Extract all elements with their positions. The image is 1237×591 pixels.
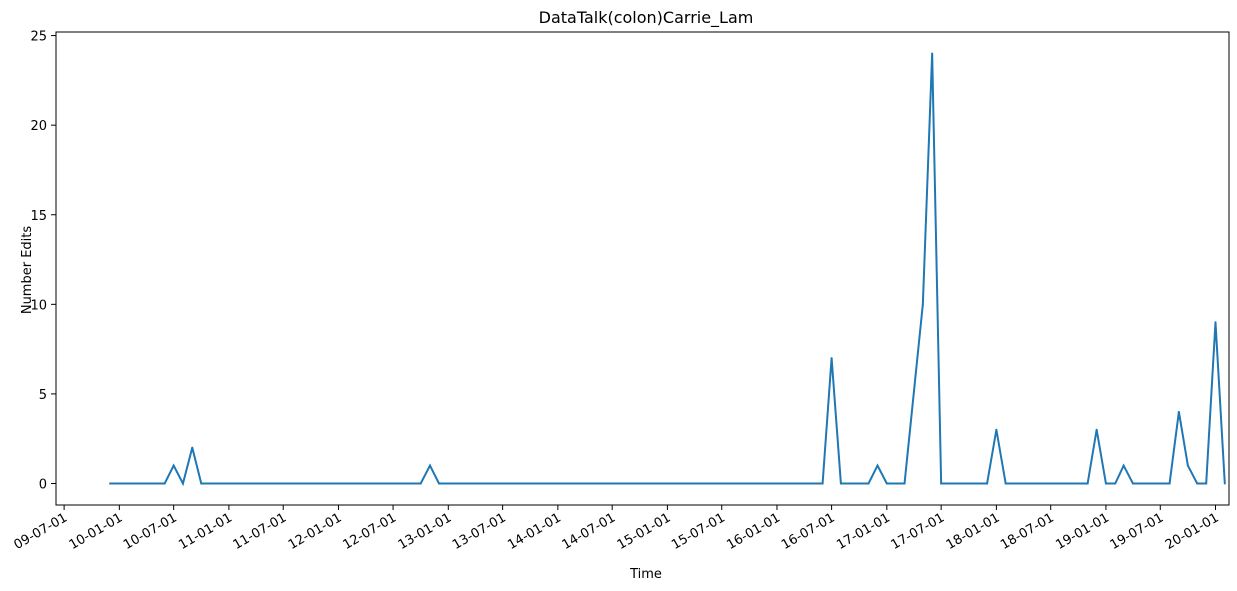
y-tick-label: 25 — [30, 30, 47, 45]
x-tick-label: 17-07-01 — [889, 510, 948, 552]
x-tick-label: 17-01-01 — [834, 510, 893, 552]
data-point — [867, 482, 870, 485]
data-point — [1168, 482, 1171, 485]
data-point — [921, 303, 924, 306]
x-tick-label: 18-01-01 — [944, 510, 1003, 552]
data-point — [172, 464, 175, 467]
x-tick-label: 11-01-01 — [176, 510, 235, 552]
data-point — [1196, 482, 1199, 485]
y-tick-label: 20 — [30, 119, 47, 134]
x-tick-label: 11-07-01 — [231, 510, 290, 552]
x-tick-label: 09-07-01 — [11, 510, 70, 552]
x-tick-label: 14-01-01 — [505, 510, 564, 552]
data-point — [940, 482, 943, 485]
data-point — [986, 482, 989, 485]
data-point — [163, 482, 166, 485]
data-point — [839, 482, 842, 485]
data-point — [419, 482, 422, 485]
data-point — [109, 482, 112, 485]
x-tick-label: 16-07-01 — [779, 510, 838, 552]
x-tick-label: 20-01-01 — [1163, 510, 1222, 552]
x-tick-label: 14-07-01 — [560, 510, 619, 552]
data-point — [1214, 321, 1217, 324]
data-point — [1086, 482, 1089, 485]
data-point — [191, 446, 194, 449]
data-point — [830, 357, 833, 360]
plot-area-frame — [55, 31, 1230, 506]
data-point — [1186, 464, 1189, 467]
x-tick-label: 16-01-01 — [724, 510, 783, 552]
x-tick-label: 12-07-01 — [340, 510, 399, 552]
y-axis-label: Number Edits — [20, 226, 35, 315]
data-point — [1104, 482, 1107, 485]
x-tick-label: 18-07-01 — [998, 510, 1057, 552]
data-point — [876, 464, 879, 467]
data-points — [109, 52, 1226, 485]
data-point — [903, 482, 906, 485]
x-tick-label: 15-01-01 — [615, 510, 674, 552]
data-point — [437, 482, 440, 485]
data-point — [1131, 482, 1134, 485]
x-tick-label: 19-01-01 — [1053, 510, 1112, 552]
x-axis-label: Time — [629, 567, 662, 582]
x-axis-ticks: 09-07-0110-01-0110-07-0111-01-0111-07-01… — [11, 505, 1221, 553]
data-point — [821, 482, 824, 485]
y-tick-label: 10 — [30, 298, 47, 313]
x-tick-label: 12-01-01 — [286, 510, 345, 552]
data-point — [1095, 428, 1098, 431]
y-tick-label: 15 — [30, 209, 47, 224]
y-axis-ticks: 0 5 10 15 20 25 — [30, 30, 56, 493]
data-point — [1122, 464, 1125, 467]
data-point — [885, 482, 888, 485]
data-point — [181, 482, 184, 485]
data-point — [995, 428, 998, 431]
x-tick-label: 15-07-01 — [669, 510, 728, 552]
x-tick-label: 10-01-01 — [67, 510, 126, 552]
data-point — [428, 464, 431, 467]
data-point — [1205, 482, 1208, 485]
chart-title: DataTalk(colon)Carrie_Lam — [539, 8, 754, 28]
data-point — [931, 52, 934, 55]
series-line — [110, 53, 1226, 487]
data-point — [1223, 482, 1226, 485]
data-point — [1004, 482, 1007, 485]
data-point — [200, 482, 203, 485]
data-point — [1114, 482, 1117, 485]
y-tick-label: 0 — [39, 478, 47, 493]
x-tick-label: 19-07-01 — [1108, 510, 1167, 552]
y-tick-label: 5 — [39, 388, 47, 403]
x-tick-label: 13-07-01 — [450, 510, 509, 552]
x-tick-label: 10-07-01 — [121, 510, 180, 552]
data-point — [1177, 410, 1180, 413]
x-tick-label: 13-01-01 — [396, 510, 455, 552]
